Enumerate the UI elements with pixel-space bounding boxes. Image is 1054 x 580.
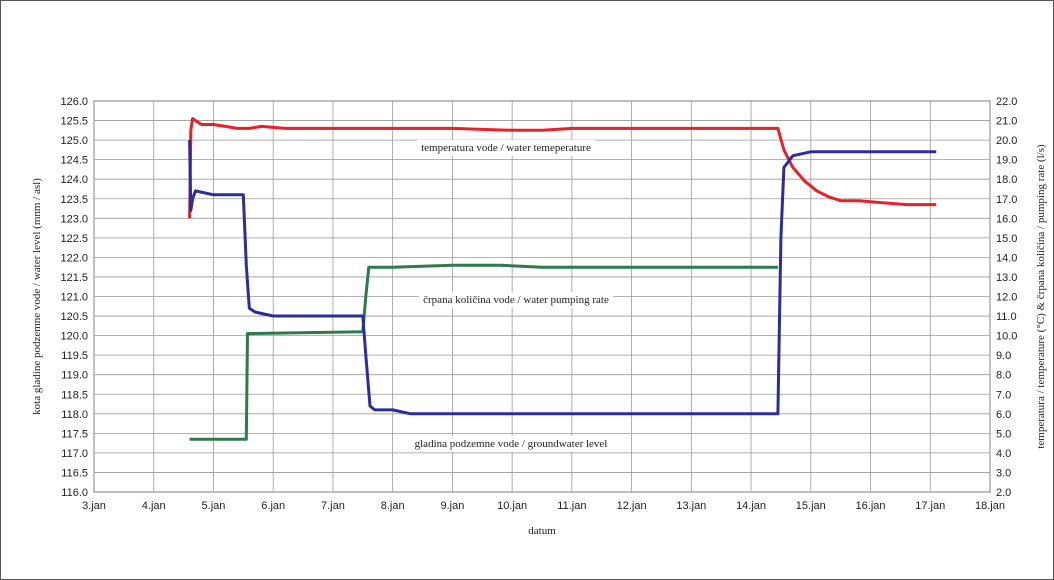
x-tick-label: 3.jan xyxy=(82,500,106,512)
label-pumping-rate-text: črpana količina vode / water pumping rat… xyxy=(423,294,609,306)
y-left-tick-label: 117.0 xyxy=(61,448,88,460)
y-left-tick-label: 124.0 xyxy=(60,174,88,186)
y-left-tick-label: 123.0 xyxy=(60,213,88,225)
y-right-tick-label: 10.0 xyxy=(996,331,1017,343)
x-tick-label: 17.jan xyxy=(915,500,945,512)
y-right-tick-label: 6.0 xyxy=(996,409,1011,421)
series-line-2 xyxy=(188,140,937,416)
y-left-tick-label: 121.0 xyxy=(60,292,88,304)
y-right-tick-label: 2.0 xyxy=(996,487,1011,499)
y-axis-right-title: temperatura / temperature (°C) & črpana … xyxy=(1035,144,1047,449)
series-line-1 xyxy=(189,263,778,441)
x-tick-label: 7.jan xyxy=(321,500,345,512)
series-group xyxy=(188,117,937,441)
y-right-tick-label: 21.0 xyxy=(996,116,1017,128)
y-right-tick-label: 9.0 xyxy=(996,350,1011,362)
x-tick-label: 9.jan xyxy=(440,500,464,512)
x-tick-label: 13.jan xyxy=(676,500,706,512)
x-tick-label: 8.jan xyxy=(381,500,405,512)
x-tick-label: 14.jan xyxy=(736,500,766,512)
y-left-tick-label: 116.5 xyxy=(61,467,88,479)
y-right-tick-label: 12.0 xyxy=(996,292,1017,304)
y-right-tick-label: 22.0 xyxy=(996,96,1017,108)
label-water-temperature: temperatura vode / water temeperature xyxy=(417,140,596,156)
y-right-tick-label: 11.0 xyxy=(996,311,1017,323)
y-left-tick-label: 122.0 xyxy=(60,252,88,264)
y-left-tick-label: 126.0 xyxy=(60,96,88,108)
y-left-tick-label: 125.5 xyxy=(60,116,88,128)
x-tick-label: 16.jan xyxy=(856,500,886,512)
y-right-tick-label: 8.0 xyxy=(996,370,1011,382)
y-left-tick-label: 119.5 xyxy=(61,350,88,362)
x-tick-label: 6.jan xyxy=(261,500,285,512)
x-tick-label: 5.jan xyxy=(202,500,226,512)
y-right-tick-label: 15.0 xyxy=(996,233,1017,245)
series-line-0 xyxy=(188,117,937,219)
y-right-tick-label: 14.0 xyxy=(996,252,1017,264)
y-left-tick-label: 119.0 xyxy=(61,370,88,382)
right-axis-ticks: 2.0 3.0 4.0 5.0 6.0 7.0 8.0 9.0 10.0 11.0 12.0 13.0… xyxy=(996,96,1017,499)
y-left-tick-label: 124.5 xyxy=(60,155,88,167)
label-water-temperature-text: temperatura vode / water temeperature xyxy=(421,142,591,154)
y-left-tick-label: 120.0 xyxy=(60,331,88,343)
y-axis-left-title: kota gladine podzemne vode / water level… xyxy=(31,178,43,415)
y-right-tick-label: 19.0 xyxy=(996,155,1017,167)
y-left-tick-label: 116.0 xyxy=(61,487,88,499)
x-axis-ticks: 3.jan 4.jan 5.jan 6.jan 7.jan 8.jan 9.jan 10.ja… xyxy=(82,500,1005,512)
y-right-tick-label: 4.0 xyxy=(996,448,1011,460)
y-right-tick-label: 13.0 xyxy=(996,272,1017,284)
y-left-tick-label: 121.5 xyxy=(60,272,88,284)
y-left-tick-label: 123.5 xyxy=(60,194,88,206)
x-tick-label: 15.jan xyxy=(796,500,826,512)
x-tick-label: 11.jan xyxy=(557,500,586,512)
x-tick-label: 18.jan xyxy=(975,500,1005,512)
y-right-tick-label: 7.0 xyxy=(996,389,1011,401)
x-axis-title: datum xyxy=(528,525,556,537)
x-tick-label: 10.jan xyxy=(497,500,527,512)
label-pumping-rate: črpana količina vode / water pumping rat… xyxy=(419,292,613,308)
x-tick-label: 4.jan xyxy=(142,500,166,512)
y-left-tick-label: 122.5 xyxy=(60,233,88,245)
y-right-tick-label: 20.0 xyxy=(996,135,1017,147)
y-left-tick-label: 120.5 xyxy=(60,311,88,323)
y-left-tick-label: 117.5 xyxy=(61,428,88,440)
x-tick-label: 12.jan xyxy=(617,500,647,512)
y-right-tick-label: 18.0 xyxy=(996,174,1017,186)
y-right-tick-label: 5.0 xyxy=(996,428,1011,440)
y-right-tick-label: 16.0 xyxy=(996,213,1017,225)
y-right-tick-label: 17.0 xyxy=(996,194,1017,206)
label-groundwater-level: gladina podzemne vode / groundwater leve… xyxy=(410,436,612,452)
y-left-tick-label: 125.0 xyxy=(60,135,88,147)
y-left-tick-label: 118.0 xyxy=(61,409,88,421)
label-groundwater-level-text: gladina podzemne vode / groundwater leve… xyxy=(415,438,608,450)
y-left-tick-label: 118.5 xyxy=(61,389,88,401)
y-right-tick-label: 3.0 xyxy=(996,467,1011,479)
left-axis-ticks: 116.0 116.5 117.0 117.5 118.0 118.5 119.0 119.5… xyxy=(60,96,88,499)
